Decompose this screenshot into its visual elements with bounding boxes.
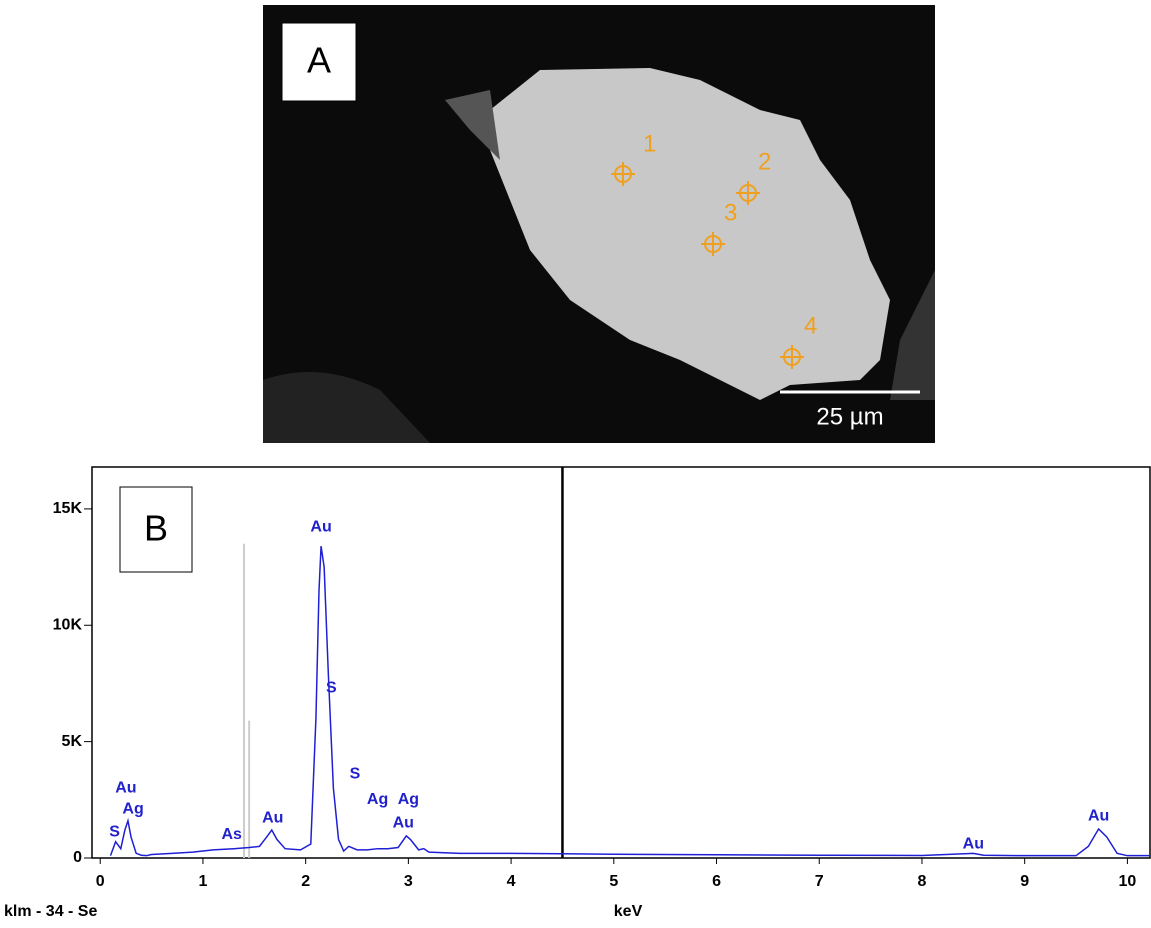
grain xyxy=(490,68,890,400)
plot-frame xyxy=(91,466,1151,859)
peak-label: Au xyxy=(310,519,331,536)
panel-label-box xyxy=(119,486,193,573)
panel-label: A xyxy=(307,40,331,81)
y-tick-label: 10K xyxy=(53,616,83,633)
x-tick-label: 5 xyxy=(609,873,618,890)
peak-label: S xyxy=(326,679,337,696)
point-label: 2 xyxy=(758,148,771,175)
peak-label: Au xyxy=(1088,807,1109,824)
x-tick-label: 3 xyxy=(404,873,413,890)
peak-label: Ag xyxy=(367,791,388,808)
x-tick-label: 7 xyxy=(815,873,824,890)
peak-label: S xyxy=(350,765,361,782)
x-tick-label: 1 xyxy=(198,873,207,890)
y-tick-label: 0 xyxy=(73,849,82,866)
peak-label: Au xyxy=(393,814,414,831)
x-tick-label: 10 xyxy=(1119,873,1137,890)
point-label: 3 xyxy=(724,199,737,226)
peak-label: Au xyxy=(262,810,283,827)
grain-edge xyxy=(445,90,500,160)
peak-label: Ag xyxy=(398,791,419,808)
x-tick-label: 4 xyxy=(507,873,516,890)
x-axis-label: keV xyxy=(614,903,643,920)
sem-background xyxy=(890,270,935,400)
scale-bar-label: 25 µm xyxy=(816,403,883,430)
x-tick-label: 6 xyxy=(712,873,721,890)
peak-label: Ag xyxy=(122,800,143,817)
footer-label: klm - 34 - Se xyxy=(4,903,97,920)
spectrum-line xyxy=(109,546,1150,857)
peak-label: Au xyxy=(115,779,136,796)
peak-label: As xyxy=(221,826,242,843)
panel-label: B xyxy=(144,508,168,549)
point-markers xyxy=(611,162,804,369)
peak-label: S xyxy=(109,824,120,841)
point-label: 1 xyxy=(643,130,656,157)
x-tick-label: 2 xyxy=(301,873,310,890)
peak-label: Au xyxy=(963,835,984,852)
panel-label-box xyxy=(281,22,357,102)
sem-background xyxy=(263,372,430,443)
x-tick-label: 8 xyxy=(918,873,927,890)
point-label: 4 xyxy=(804,312,817,339)
x-tick-label: 9 xyxy=(1020,873,1029,890)
x-tick-label: 0 xyxy=(96,873,105,890)
y-tick-label: 15K xyxy=(53,500,83,517)
y-tick-label: 5K xyxy=(62,733,83,750)
